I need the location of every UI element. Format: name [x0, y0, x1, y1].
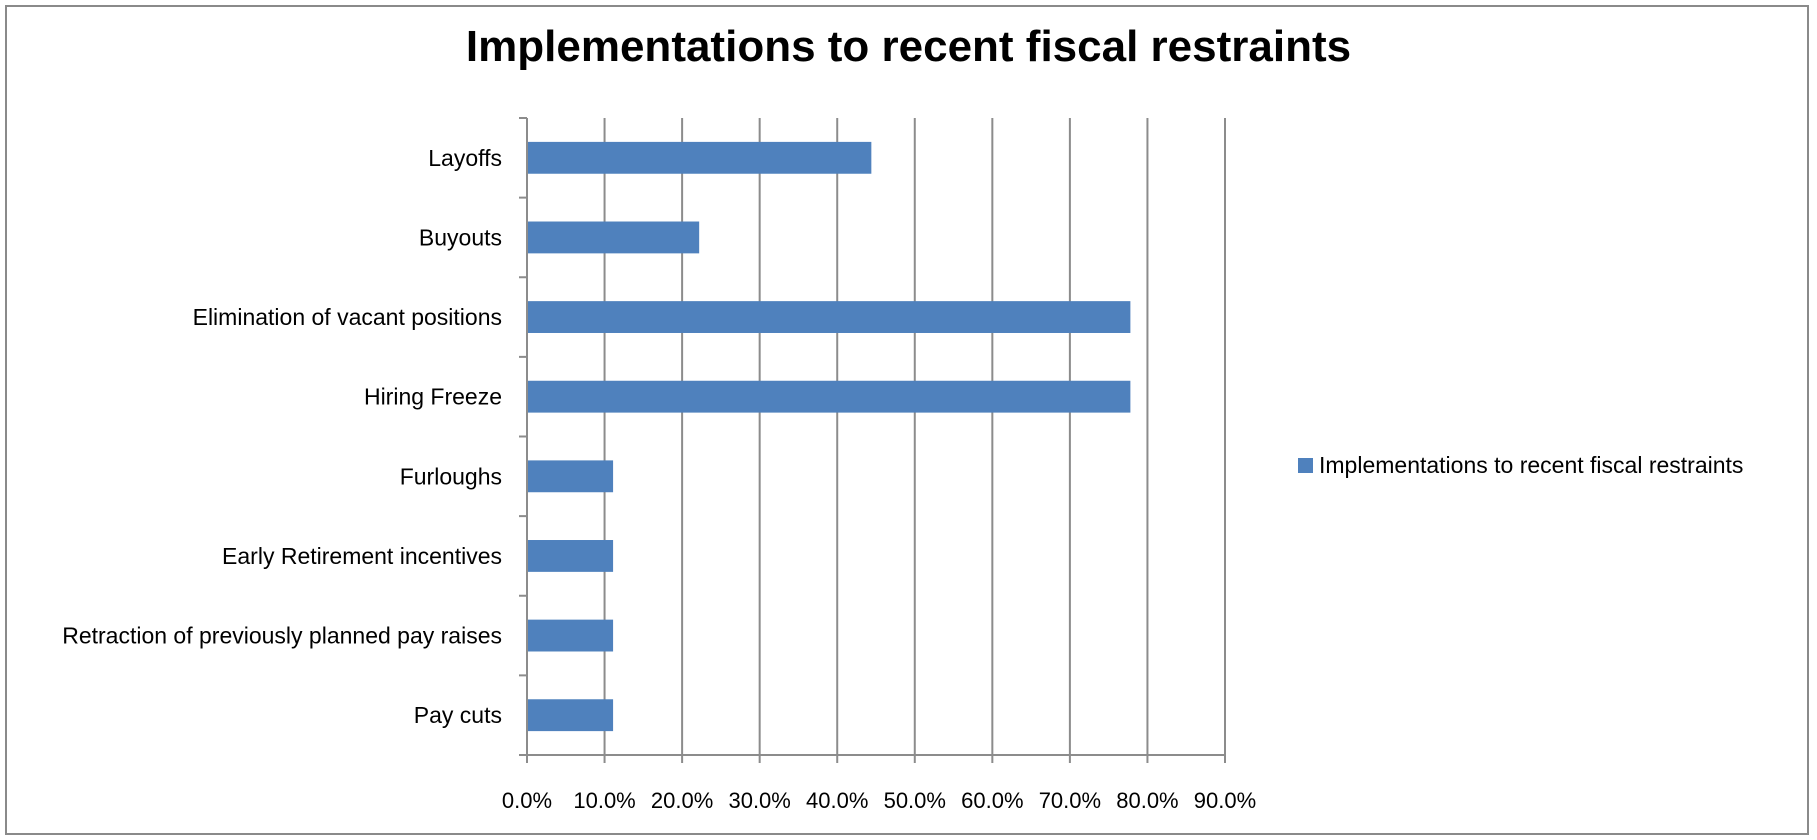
x-tick-label: 80.0% [1116, 788, 1178, 813]
bar [527, 141, 872, 174]
x-tick-label: 60.0% [961, 788, 1023, 813]
x-tick-label: 90.0% [1194, 788, 1256, 813]
category-label: Retraction of previously planned pay rai… [62, 623, 502, 649]
category-label: Layoffs [428, 145, 502, 171]
category-label: Early Retirement incentives [222, 543, 502, 569]
bar [527, 540, 614, 572]
bar [527, 619, 614, 652]
chart-legend: Implementations to recent fiscal restrai… [1298, 452, 1743, 479]
category-label: Pay cuts [414, 702, 502, 728]
x-tick-label: 50.0% [884, 788, 946, 813]
x-tick-label: 30.0% [728, 788, 790, 813]
bar [527, 301, 1131, 333]
category-label: Furloughs [400, 463, 502, 489]
category-label: Elimination of vacant positions [193, 304, 502, 330]
legend-label: Implementations to recent fiscal restrai… [1319, 452, 1744, 478]
x-tick-label: 0.0% [502, 788, 552, 813]
chart-frame [5, 5, 1809, 835]
bar [527, 221, 700, 254]
bar [527, 380, 1131, 413]
x-tick-label: 10.0% [573, 788, 635, 813]
category-label: Hiring Freeze [364, 384, 502, 410]
bar [527, 699, 614, 732]
category-label: Buyouts [419, 224, 502, 250]
legend-swatch [1298, 458, 1313, 473]
x-tick-label: 70.0% [1039, 788, 1101, 813]
x-tick-label: 20.0% [651, 788, 713, 813]
chart-title: Implementations to recent fiscal restrai… [465, 22, 1352, 71]
x-tick-label: 40.0% [806, 788, 868, 813]
bar [527, 460, 614, 493]
